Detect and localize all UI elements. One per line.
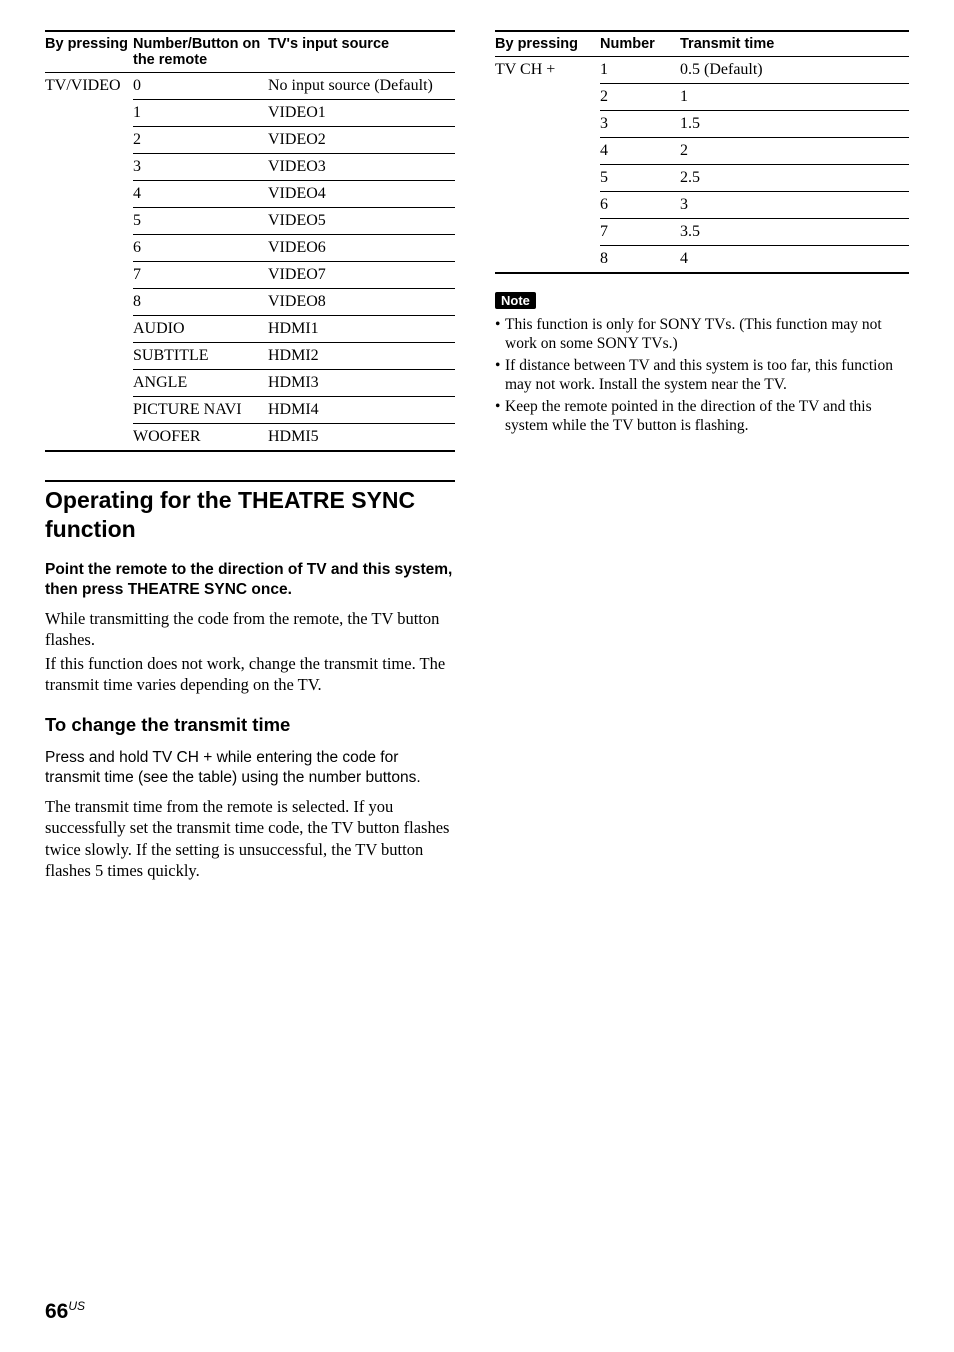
- instruction-1: Point the remote to the direction of TV …: [45, 560, 455, 600]
- table-cell-button: ANGLE: [133, 370, 268, 397]
- table-cell-transmit: 1: [680, 84, 909, 111]
- table-cell-pressing: [495, 219, 600, 246]
- table-cell-pressing: [45, 343, 133, 370]
- table-cell-pressing: [495, 111, 600, 138]
- table-cell-pressing: [495, 138, 600, 165]
- table-cell-pressing: [45, 235, 133, 262]
- table-cell-source: No input source (Default): [268, 73, 455, 100]
- table-cell-button: 6: [133, 235, 268, 262]
- table-cell-button: 5: [133, 208, 268, 235]
- subheading-transmit: To change the transmit time: [45, 714, 455, 736]
- transmit-time-table: By pressing Number Transmit time TV CH +…: [495, 30, 909, 274]
- table-cell-number: 5: [600, 165, 680, 192]
- section-divider: [45, 480, 455, 482]
- table-cell-pressing: [45, 181, 133, 208]
- table-cell-number: 4: [600, 138, 680, 165]
- table-cell-pressing: [45, 370, 133, 397]
- table-cell-button: 4: [133, 181, 268, 208]
- left-header-button: Number/Button on the remote: [133, 31, 268, 73]
- table-cell-button: WOOFER: [133, 424, 268, 452]
- note-item: If distance between TV and this system i…: [495, 356, 909, 395]
- table-cell-transmit: 4: [680, 246, 909, 274]
- page-number-value: 66: [45, 1300, 68, 1323]
- table-cell-source: VIDEO5: [268, 208, 455, 235]
- table-cell-source: HDMI4: [268, 397, 455, 424]
- table-cell-button: 0: [133, 73, 268, 100]
- note-item: This function is only for SONY TVs. (Thi…: [495, 315, 909, 354]
- table-cell-pressing: [45, 316, 133, 343]
- right-header-pressing: By pressing: [495, 31, 600, 57]
- table-cell-pressing: [45, 127, 133, 154]
- table-cell-pressing: TV/VIDEO: [45, 73, 133, 100]
- table-cell-number: 7: [600, 219, 680, 246]
- table-cell-pressing: [495, 192, 600, 219]
- table-cell-source: VIDEO2: [268, 127, 455, 154]
- table-cell-source: VIDEO6: [268, 235, 455, 262]
- table-cell-button: 2: [133, 127, 268, 154]
- table-cell-transmit: 2: [680, 138, 909, 165]
- paragraph-3: The transmit time from the remote is sel…: [45, 796, 455, 882]
- table-cell-pressing: [45, 289, 133, 316]
- table-cell-source: HDMI5: [268, 424, 455, 452]
- left-header-pressing: By pressing: [45, 31, 133, 73]
- table-cell-source: VIDEO1: [268, 100, 455, 127]
- table-cell-pressing: [495, 165, 600, 192]
- table-cell-pressing: [45, 424, 133, 452]
- table-cell-button: 3: [133, 154, 268, 181]
- table-cell-pressing: TV CH +: [495, 57, 600, 84]
- table-cell-pressing: [45, 262, 133, 289]
- note-item: Keep the remote pointed in the direction…: [495, 397, 909, 436]
- table-cell-button: 8: [133, 289, 268, 316]
- table-cell-pressing: [45, 208, 133, 235]
- table-cell-button: 7: [133, 262, 268, 289]
- table-cell-source: VIDEO8: [268, 289, 455, 316]
- table-cell-source: VIDEO7: [268, 262, 455, 289]
- table-cell-number: 1: [600, 57, 680, 84]
- table-cell-pressing: [45, 397, 133, 424]
- table-cell-button: PICTURE NAVI: [133, 397, 268, 424]
- right-header-transmit: Transmit time: [680, 31, 909, 57]
- table-cell-source: HDMI2: [268, 343, 455, 370]
- paragraph-1: While transmitting the code from the rem…: [45, 608, 455, 651]
- table-cell-transmit: 3.5: [680, 219, 909, 246]
- section-heading: Operating for the THEATRE SYNC function: [45, 486, 455, 544]
- right-header-number: Number: [600, 31, 680, 57]
- note-badge: Note: [495, 292, 536, 309]
- table-cell-transmit: 1.5: [680, 111, 909, 138]
- table-cell-number: 6: [600, 192, 680, 219]
- page-region: US: [68, 1299, 85, 1313]
- table-cell-pressing: [495, 84, 600, 111]
- table-cell-transmit: 2.5: [680, 165, 909, 192]
- table-cell-pressing: [495, 246, 600, 274]
- instruction-2: Press and hold TV CH + while entering th…: [45, 748, 455, 788]
- table-cell-button: AUDIO: [133, 316, 268, 343]
- input-source-table: By pressing Number/Button on the remote …: [45, 30, 455, 452]
- table-cell-source: VIDEO3: [268, 154, 455, 181]
- table-cell-source: VIDEO4: [268, 181, 455, 208]
- page-number: 66US: [45, 1299, 85, 1324]
- table-cell-button: SUBTITLE: [133, 343, 268, 370]
- paragraph-2: If this function does not work, change t…: [45, 653, 455, 696]
- table-cell-pressing: [45, 154, 133, 181]
- table-cell-number: 2: [600, 84, 680, 111]
- table-cell-number: 8: [600, 246, 680, 274]
- note-list: This function is only for SONY TVs. (Thi…: [495, 315, 909, 435]
- left-header-source: TV's input source: [268, 31, 455, 73]
- table-cell-transmit: 0.5 (Default): [680, 57, 909, 84]
- table-cell-button: 1: [133, 100, 268, 127]
- table-cell-transmit: 3: [680, 192, 909, 219]
- table-cell-source: HDMI3: [268, 370, 455, 397]
- table-cell-number: 3: [600, 111, 680, 138]
- table-cell-source: HDMI1: [268, 316, 455, 343]
- table-cell-pressing: [45, 100, 133, 127]
